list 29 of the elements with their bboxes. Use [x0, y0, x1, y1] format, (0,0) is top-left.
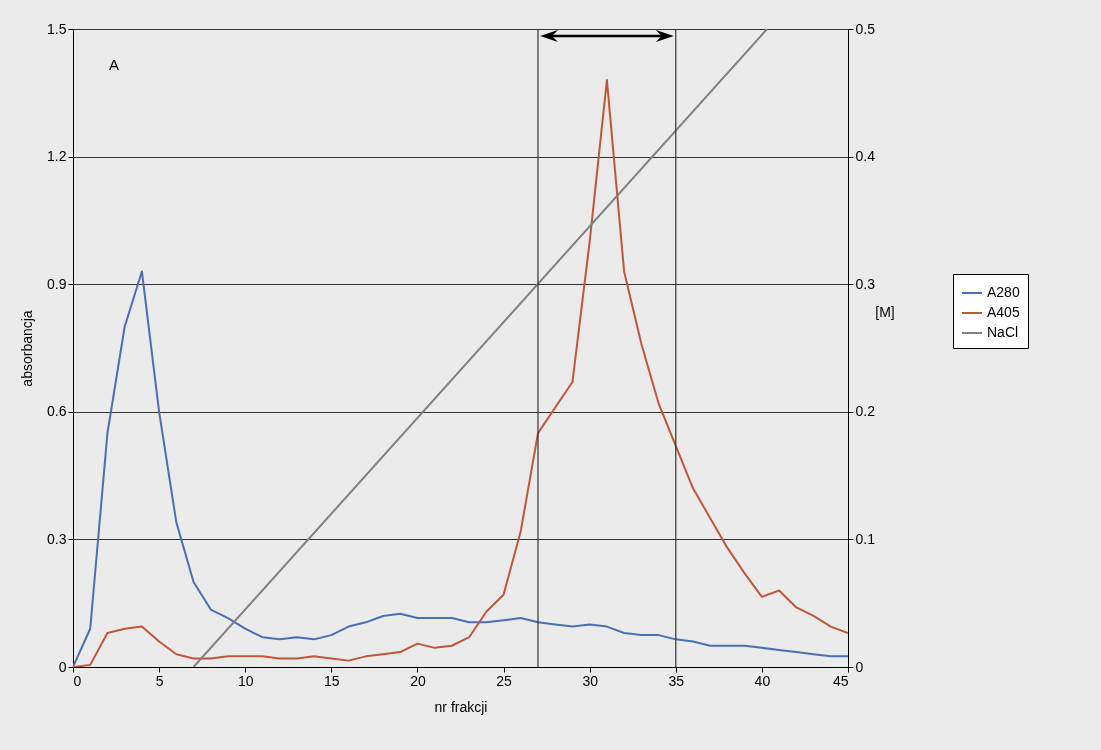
y2-tick-label: 0.2 — [855, 403, 876, 420]
y2-tick-label: 0.5 — [855, 20, 876, 37]
x-tick-label: 25 — [496, 672, 513, 689]
y2-tick-label: 0.4 — [855, 148, 876, 165]
x-tick-label: 40 — [754, 672, 771, 689]
x-axis-title: nr frakcji — [434, 698, 488, 715]
x-tick-label: 15 — [324, 672, 340, 689]
y-tick-label: 1.5 — [47, 20, 67, 37]
legend-label: A405 — [987, 304, 1020, 320]
x-tick-label: 10 — [237, 672, 254, 689]
y-tick-label: 0.9 — [47, 275, 67, 292]
x-tick-label: 45 — [832, 672, 849, 689]
legend-label: A280 — [987, 284, 1020, 300]
x-tick-label: 30 — [582, 672, 599, 689]
y2-tick-label: 0.3 — [855, 275, 876, 292]
legend-label: NaCl — [987, 324, 1019, 340]
x-tick-label: 5 — [155, 672, 164, 689]
y-tick-label: 1.2 — [47, 148, 67, 165]
y-tick-label: 0 — [58, 658, 67, 675]
y-tick-label: 0.6 — [47, 403, 67, 420]
x-tick-label: 35 — [668, 672, 685, 689]
y2-axis-title: [M] — [875, 303, 895, 320]
y-tick-label: 0.3 — [47, 530, 67, 547]
y2-tick-label: 0 — [855, 658, 864, 675]
x-tick-label: 20 — [410, 672, 426, 689]
y2-tick-label: 0.1 — [855, 530, 876, 547]
x-tick-label: 0 — [73, 672, 82, 689]
annotation: A — [109, 56, 120, 73]
y-axis-title: absorbancja — [19, 310, 36, 387]
